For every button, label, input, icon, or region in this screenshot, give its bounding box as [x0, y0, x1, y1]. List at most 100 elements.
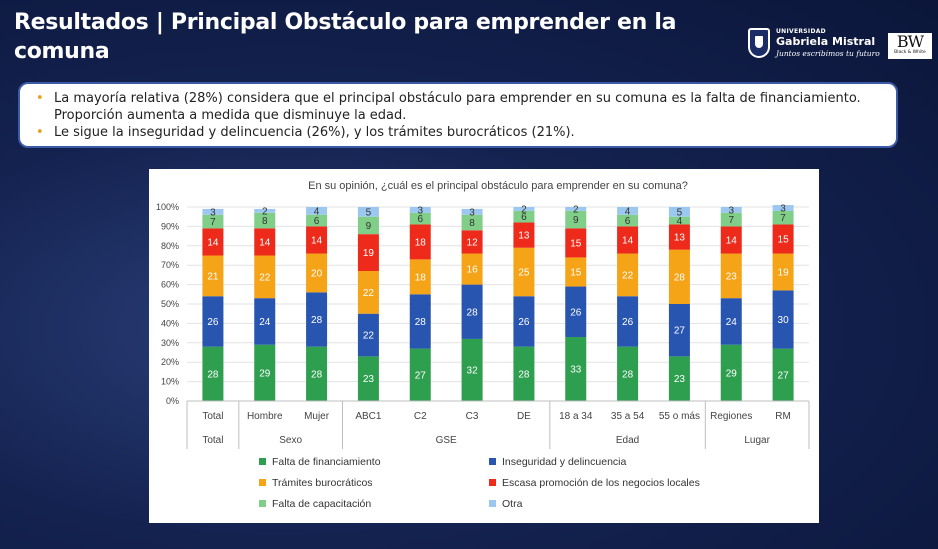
- bar-segment: [461, 338, 483, 401]
- bar-segment: [617, 296, 639, 347]
- university-logo-small: UNIVERSIDAD: [776, 28, 826, 35]
- bar-segment: [617, 253, 639, 297]
- bar-segment: [617, 226, 639, 254]
- data-label: 7: [210, 217, 216, 228]
- data-label: 15: [570, 238, 582, 249]
- x-tick-label: Total: [202, 411, 223, 422]
- data-label: 4: [677, 216, 683, 227]
- bar-segment: [306, 226, 328, 254]
- x-tick-label: RM: [775, 411, 791, 422]
- y-tick-label: 90%: [161, 221, 179, 231]
- bar-segment: [668, 249, 690, 304]
- university-logo-slogan: Juntos escribimos tu futuro: [776, 49, 880, 58]
- data-label: 15: [570, 267, 582, 278]
- bar-segment: [617, 214, 639, 227]
- stacked-bar-chart: En su opinión, ¿cuál es el principal obs…: [156, 180, 810, 510]
- bar-segment: [357, 271, 379, 314]
- data-label: 33: [570, 364, 582, 375]
- partner-logo-sub: Black & White: [894, 50, 926, 55]
- data-label: 3: [210, 207, 216, 218]
- y-tick-label: 30%: [161, 338, 179, 348]
- summary-box: La mayoría relativa (28%) considera que …: [18, 82, 898, 148]
- y-tick-label: 60%: [161, 280, 179, 290]
- bar-segment: [720, 344, 742, 401]
- data-label: 9: [573, 215, 579, 226]
- y-tick-label: 0%: [166, 396, 179, 406]
- data-label: 28: [207, 369, 219, 380]
- data-label: 27: [415, 370, 427, 381]
- bar-segment: [772, 348, 794, 401]
- data-label: 22: [259, 272, 271, 283]
- data-label: 28: [674, 272, 686, 283]
- bar-segment: [306, 253, 328, 293]
- data-label: 26: [518, 317, 530, 328]
- data-label: 3: [780, 203, 786, 214]
- data-label: 24: [726, 317, 738, 328]
- x-tick-label: ABC1: [355, 411, 382, 422]
- data-label: 5: [366, 207, 372, 218]
- data-label: 4: [314, 206, 320, 217]
- legend-swatch: [259, 500, 266, 507]
- data-label: 19: [363, 248, 375, 259]
- bar-segment: [254, 228, 276, 256]
- bar-segment: [668, 216, 690, 225]
- x-tick-label: DE: [517, 411, 531, 422]
- data-label: 3: [728, 205, 734, 216]
- data-label: 2: [521, 204, 527, 215]
- bar-segment: [772, 210, 794, 225]
- bar-segment: [772, 290, 794, 349]
- bar-segment: [357, 356, 379, 401]
- x-tick-label: 55 o más: [659, 411, 700, 422]
- data-label: 26: [207, 317, 219, 328]
- data-label: 13: [674, 233, 686, 244]
- data-label: 19: [778, 267, 790, 278]
- data-label: 14: [259, 237, 271, 248]
- chart-panel: En su opinión, ¿cuál es el principal obs…: [149, 169, 819, 523]
- bar-segment: [565, 257, 587, 287]
- data-label: 9: [366, 221, 372, 232]
- x-tick-label: Hombre: [247, 411, 283, 422]
- legend-swatch: [259, 458, 266, 465]
- data-label: 6: [417, 214, 423, 225]
- bar-segment: [565, 336, 587, 401]
- y-tick-label: 70%: [161, 260, 179, 270]
- bar-segment: [202, 214, 224, 229]
- data-label: 6: [521, 212, 527, 223]
- data-label: 14: [726, 235, 738, 246]
- bar-segment: [461, 230, 483, 254]
- data-label: 20: [311, 268, 323, 279]
- data-label: 23: [363, 374, 375, 385]
- university-crest-icon: [748, 28, 770, 58]
- data-label: 22: [363, 288, 375, 299]
- data-label: 26: [570, 307, 582, 318]
- bar-segment: [357, 234, 379, 272]
- data-label: 28: [622, 369, 634, 380]
- bar-segment: [668, 304, 690, 357]
- data-label: 6: [314, 216, 320, 227]
- data-label: 22: [363, 331, 375, 342]
- bar-segment: [409, 224, 431, 260]
- legend-label: Falta de capacitación: [272, 498, 371, 510]
- bar-segment: [617, 207, 639, 215]
- bar-segment: [720, 226, 742, 254]
- bar-segment: [357, 216, 379, 235]
- bar-segment: [720, 207, 742, 213]
- bar-segment: [202, 255, 224, 297]
- data-label: 26: [622, 317, 634, 328]
- data-label: 8: [469, 218, 475, 229]
- bar-segment: [720, 253, 742, 299]
- x-tick-label: 35 a 54: [611, 411, 645, 422]
- y-tick-label: 50%: [161, 299, 179, 309]
- summary-bullet-2: Le sigue la inseguridad y delincuencia (…: [32, 124, 882, 141]
- x-tick-label: Regiones: [710, 411, 752, 422]
- bar-segment: [513, 207, 535, 211]
- data-label: 23: [674, 374, 686, 385]
- data-label: 24: [259, 317, 271, 328]
- group-label: Total: [202, 435, 223, 446]
- legend-swatch: [489, 458, 496, 465]
- bar-segment: [461, 284, 483, 339]
- bar-segment: [617, 346, 639, 401]
- data-label: 27: [778, 370, 790, 381]
- university-logo: UNIVERSIDAD Gabriela Mistral Juntos escr…: [748, 28, 880, 64]
- data-label: 2: [262, 206, 268, 217]
